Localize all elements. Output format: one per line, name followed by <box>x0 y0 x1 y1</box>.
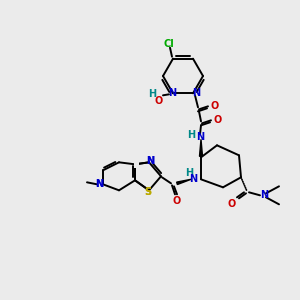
Text: S: S <box>144 187 152 197</box>
Text: N: N <box>146 156 154 166</box>
Polygon shape <box>177 179 191 184</box>
Text: N: N <box>95 179 103 189</box>
Text: O: O <box>173 196 181 206</box>
Text: H: H <box>148 89 156 99</box>
Text: H: H <box>187 130 195 140</box>
Text: N: N <box>95 179 103 189</box>
Text: N: N <box>192 88 200 98</box>
Polygon shape <box>200 139 202 156</box>
Text: O: O <box>211 101 219 111</box>
Text: N: N <box>168 88 176 98</box>
Text: N: N <box>146 156 154 166</box>
Text: N: N <box>196 132 204 142</box>
Text: O: O <box>155 96 163 106</box>
Text: N: N <box>260 190 268 200</box>
Text: N: N <box>189 174 197 184</box>
Text: O: O <box>228 199 236 209</box>
Text: O: O <box>214 115 222 125</box>
Text: Cl: Cl <box>164 39 174 49</box>
Text: H: H <box>185 168 193 178</box>
Text: S: S <box>144 187 152 197</box>
